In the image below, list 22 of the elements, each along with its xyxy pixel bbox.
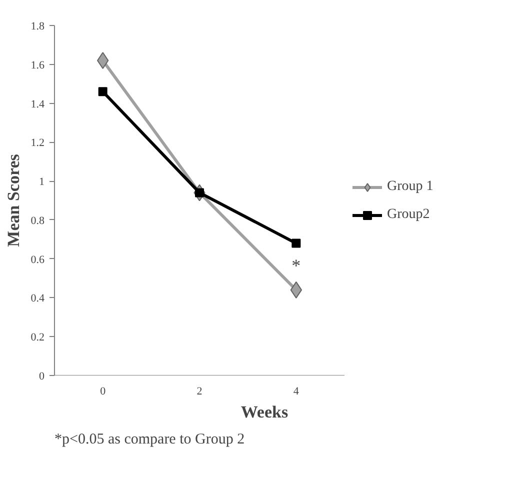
y-tick-label: 0.4 [30, 292, 45, 305]
y-tick-label: 1 [39, 176, 44, 188]
y-tick-label: 0.2 [30, 332, 44, 344]
y-tick-label: 1.8 [30, 20, 45, 32]
y-tick-label: 1.4 [30, 98, 45, 110]
y-tick-label: 1.6 [30, 59, 45, 72]
y-tick-label: 1.2 [30, 137, 44, 150]
y-tick-label: 0.6 [30, 254, 45, 266]
x-tick-label: 0 [100, 386, 106, 398]
text: *p<0.05 as compare to Group 2 [54, 432, 245, 448]
point [97, 52, 109, 69]
y-tick-label: 0.8 [30, 214, 45, 227]
y-axis-title: Mean Scores [4, 154, 23, 247]
legend-label: Group 1 [387, 179, 434, 195]
legend-label: Group2 [387, 207, 430, 223]
y-tick-label: 0 [39, 370, 45, 382]
annotation: * [292, 255, 301, 276]
point [98, 87, 108, 96]
x-axis-title: Weeks [240, 402, 288, 422]
x-tick-label: 2 [196, 386, 202, 398]
point [292, 238, 301, 248]
x-tick-label: 4 [293, 386, 300, 398]
